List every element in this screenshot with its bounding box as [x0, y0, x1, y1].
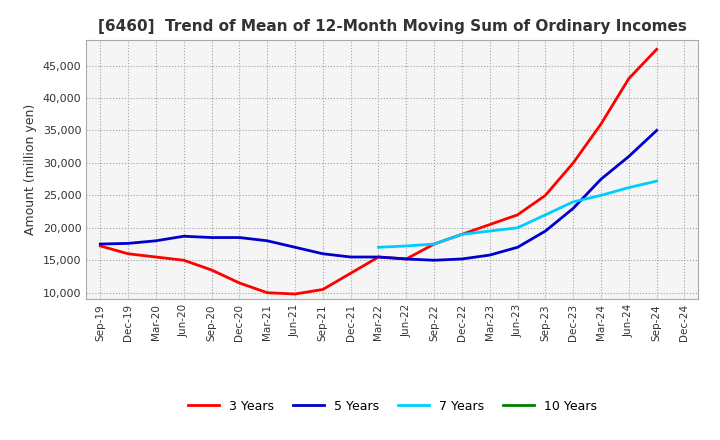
- 5 Years: [235, 235, 243, 240]
- 5 Years: [291, 245, 300, 250]
- 7 Years: [374, 245, 383, 250]
- 5 Years: [513, 245, 522, 250]
- 7 Years: [513, 225, 522, 231]
- 3 Years: [485, 222, 494, 227]
- 5 Years: [430, 258, 438, 263]
- 7 Years: [569, 199, 577, 205]
- 3 Years: [124, 251, 132, 257]
- 3 Years: [458, 231, 467, 237]
- 7 Years: [652, 179, 661, 184]
- 5 Years: [458, 257, 467, 262]
- 3 Years: [263, 290, 271, 295]
- 5 Years: [96, 242, 104, 247]
- Y-axis label: Amount (million yen): Amount (million yen): [24, 104, 37, 235]
- 5 Years: [541, 228, 550, 234]
- 5 Years: [485, 253, 494, 258]
- 3 Years: [152, 254, 161, 260]
- Line: 3 Years: 3 Years: [100, 49, 657, 294]
- 7 Years: [485, 228, 494, 234]
- 5 Years: [152, 238, 161, 243]
- 3 Years: [652, 47, 661, 52]
- 3 Years: [569, 160, 577, 165]
- 7 Years: [402, 243, 410, 249]
- 5 Years: [263, 238, 271, 243]
- 5 Years: [652, 128, 661, 133]
- 3 Years: [624, 76, 633, 81]
- 5 Years: [124, 241, 132, 246]
- 3 Years: [291, 291, 300, 297]
- 3 Years: [318, 287, 327, 292]
- 5 Years: [597, 176, 606, 182]
- 5 Years: [624, 154, 633, 159]
- Line: 7 Years: 7 Years: [379, 181, 657, 247]
- 3 Years: [235, 280, 243, 286]
- 5 Years: [179, 234, 188, 239]
- 7 Years: [624, 185, 633, 190]
- 5 Years: [569, 205, 577, 211]
- 5 Years: [207, 235, 216, 240]
- 5 Years: [374, 254, 383, 260]
- 3 Years: [207, 268, 216, 273]
- 3 Years: [179, 258, 188, 263]
- 5 Years: [346, 254, 355, 260]
- 5 Years: [318, 251, 327, 257]
- 7 Years: [430, 242, 438, 247]
- 3 Years: [430, 242, 438, 247]
- 7 Years: [541, 212, 550, 217]
- 5 Years: [402, 257, 410, 262]
- 3 Years: [346, 271, 355, 276]
- 3 Years: [374, 254, 383, 260]
- 3 Years: [541, 193, 550, 198]
- 3 Years: [597, 121, 606, 127]
- Legend: 3 Years, 5 Years, 7 Years, 10 Years: 3 Years, 5 Years, 7 Years, 10 Years: [183, 395, 602, 418]
- Line: 5 Years: 5 Years: [100, 130, 657, 260]
- Title: [6460]  Trend of Mean of 12-Month Moving Sum of Ordinary Incomes: [6460] Trend of Mean of 12-Month Moving …: [98, 19, 687, 34]
- 7 Years: [597, 193, 606, 198]
- 3 Years: [96, 243, 104, 249]
- 3 Years: [513, 212, 522, 217]
- 7 Years: [458, 231, 467, 237]
- 3 Years: [402, 257, 410, 262]
